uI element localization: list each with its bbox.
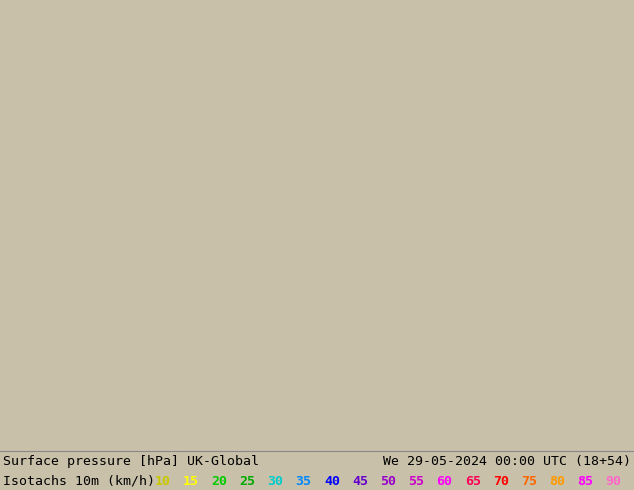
Text: 65: 65 <box>465 475 481 488</box>
Text: 55: 55 <box>408 475 424 488</box>
Text: We 29-05-2024 00:00 UTC (18+54): We 29-05-2024 00:00 UTC (18+54) <box>383 455 631 467</box>
Text: 80: 80 <box>549 475 566 488</box>
Text: 50: 50 <box>380 475 396 488</box>
Text: 75: 75 <box>521 475 537 488</box>
Text: Isotachs 10m (km/h): Isotachs 10m (km/h) <box>3 475 155 488</box>
Text: 30: 30 <box>268 475 283 488</box>
Text: 10: 10 <box>155 475 171 488</box>
Text: 85: 85 <box>578 475 593 488</box>
Text: 45: 45 <box>352 475 368 488</box>
Text: 90: 90 <box>605 475 622 488</box>
Text: 20: 20 <box>211 475 227 488</box>
Text: 70: 70 <box>493 475 509 488</box>
Text: 15: 15 <box>183 475 199 488</box>
Text: 60: 60 <box>437 475 453 488</box>
Text: 35: 35 <box>295 475 312 488</box>
Text: 40: 40 <box>324 475 340 488</box>
Text: 25: 25 <box>240 475 256 488</box>
Text: Surface pressure [hPa] UK-Global: Surface pressure [hPa] UK-Global <box>3 455 259 467</box>
